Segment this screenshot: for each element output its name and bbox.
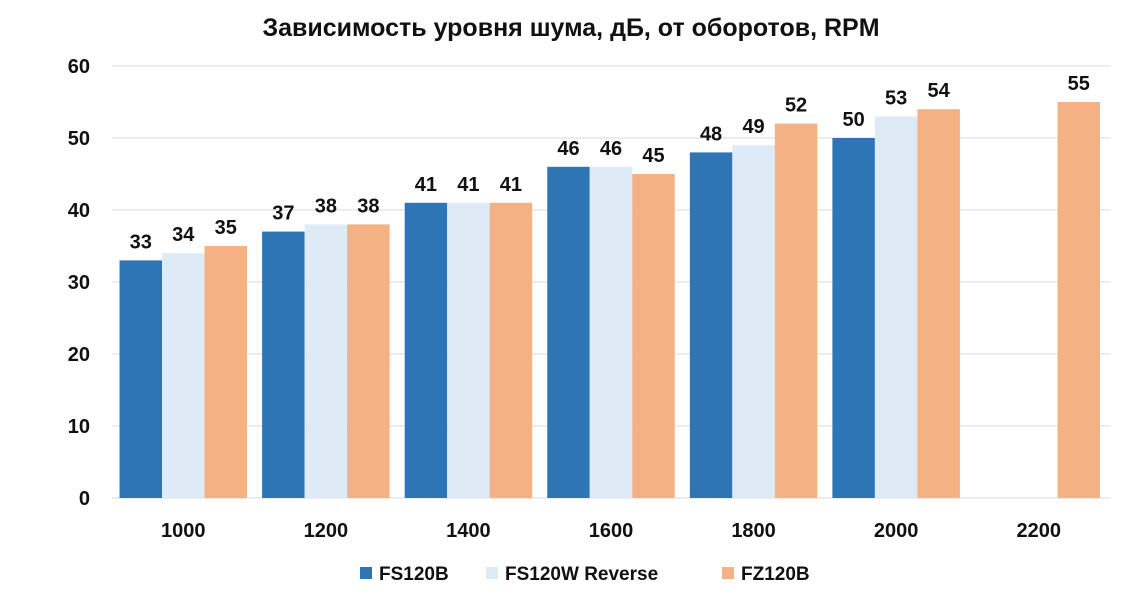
legend-swatch — [722, 567, 734, 579]
chart-title: Зависимость уровня шума, дБ, от оборотов… — [262, 14, 879, 42]
bar-fs120w-reverse-1800 — [732, 145, 775, 498]
y-tick-label: 0 — [79, 488, 90, 510]
legend-label: FS120W Reverse — [505, 564, 658, 585]
bar-fs120w-reverse-1000 — [162, 253, 205, 498]
data-label: 37 — [272, 203, 294, 225]
legend-label: FZ120B — [741, 564, 810, 585]
x-axis-ticks: 1000 1200 1400 1600 1800 2000 2200 — [161, 520, 1061, 542]
data-label: 35 — [215, 217, 237, 239]
data-label: 41 — [457, 174, 479, 196]
bar-fz120b-1200 — [347, 224, 390, 498]
data-labels: 33 37 41 46 48 50 34 38 41 46 49 53 35 38 41 45 52 54 55 — [130, 73, 1090, 253]
bar-fs120b-1800 — [689, 152, 733, 498]
y-tick-label: 20 — [68, 344, 90, 366]
x-tick-label: 1600 — [589, 520, 634, 542]
legend: FS120B FS120W Reverse FZ120B — [360, 564, 810, 585]
data-label: 38 — [315, 195, 337, 217]
bar-fz120b-1400 — [489, 202, 533, 499]
data-label: 41 — [415, 174, 437, 196]
data-label: 48 — [700, 123, 722, 145]
y-tick-label: 60 — [68, 56, 90, 78]
bar-fs120b-1000 — [119, 260, 163, 498]
bar-fs120b-1400 — [404, 202, 448, 499]
bar-fs120b-2000 — [832, 138, 875, 498]
bar-fs120b-1600 — [547, 166, 590, 499]
legend-item: FS120B — [360, 564, 449, 585]
x-tick-label: 1200 — [304, 520, 349, 542]
legend-swatch — [360, 567, 372, 579]
y-tick-label: 40 — [68, 200, 90, 222]
x-tick-label: 1000 — [161, 520, 206, 542]
legend-item: FS120W Reverse — [486, 564, 658, 585]
bar-fs120w-reverse-1400 — [447, 202, 490, 499]
legend-swatch — [486, 567, 498, 579]
x-tick-label: 2200 — [1016, 520, 1061, 542]
bar-fz120b-2000 — [917, 109, 960, 498]
bar-fs120b-1200 — [262, 231, 305, 498]
data-label: 33 — [130, 231, 152, 253]
bars — [119, 102, 1100, 499]
bar-fz120b-1800 — [774, 123, 818, 498]
legend-label: FS120B — [379, 564, 449, 585]
bar-fz120b-1600 — [632, 174, 675, 498]
x-tick-label: 1400 — [446, 520, 491, 542]
x-tick-label: 2000 — [874, 520, 919, 542]
data-label: 34 — [172, 224, 195, 246]
legend-item: FZ120B — [722, 564, 810, 585]
y-tick-label: 30 — [68, 272, 90, 294]
bar-fs120w-reverse-2000 — [874, 116, 918, 499]
data-label: 46 — [557, 138, 579, 160]
bar-fs120w-reverse-1600 — [589, 166, 633, 499]
data-label: 49 — [742, 116, 764, 138]
data-label: 53 — [885, 87, 907, 109]
y-tick-label: 50 — [68, 128, 90, 150]
data-label: 46 — [600, 138, 622, 160]
bar-fz120b-2200 — [1057, 102, 1100, 498]
bar-fz120b-1000 — [204, 246, 248, 498]
bar-fs120w-reverse-1200 — [304, 224, 348, 498]
data-label: 38 — [357, 195, 379, 217]
y-axis-ticks: 0 10 20 30 40 50 60 — [68, 56, 90, 510]
x-tick-label: 1800 — [731, 520, 776, 542]
data-label: 41 — [500, 174, 522, 196]
y-tick-label: 10 — [68, 416, 90, 438]
data-label: 55 — [1068, 73, 1090, 95]
data-label: 50 — [843, 109, 865, 131]
data-label: 52 — [785, 95, 807, 117]
data-label: 54 — [928, 80, 951, 102]
data-label: 45 — [642, 145, 664, 167]
